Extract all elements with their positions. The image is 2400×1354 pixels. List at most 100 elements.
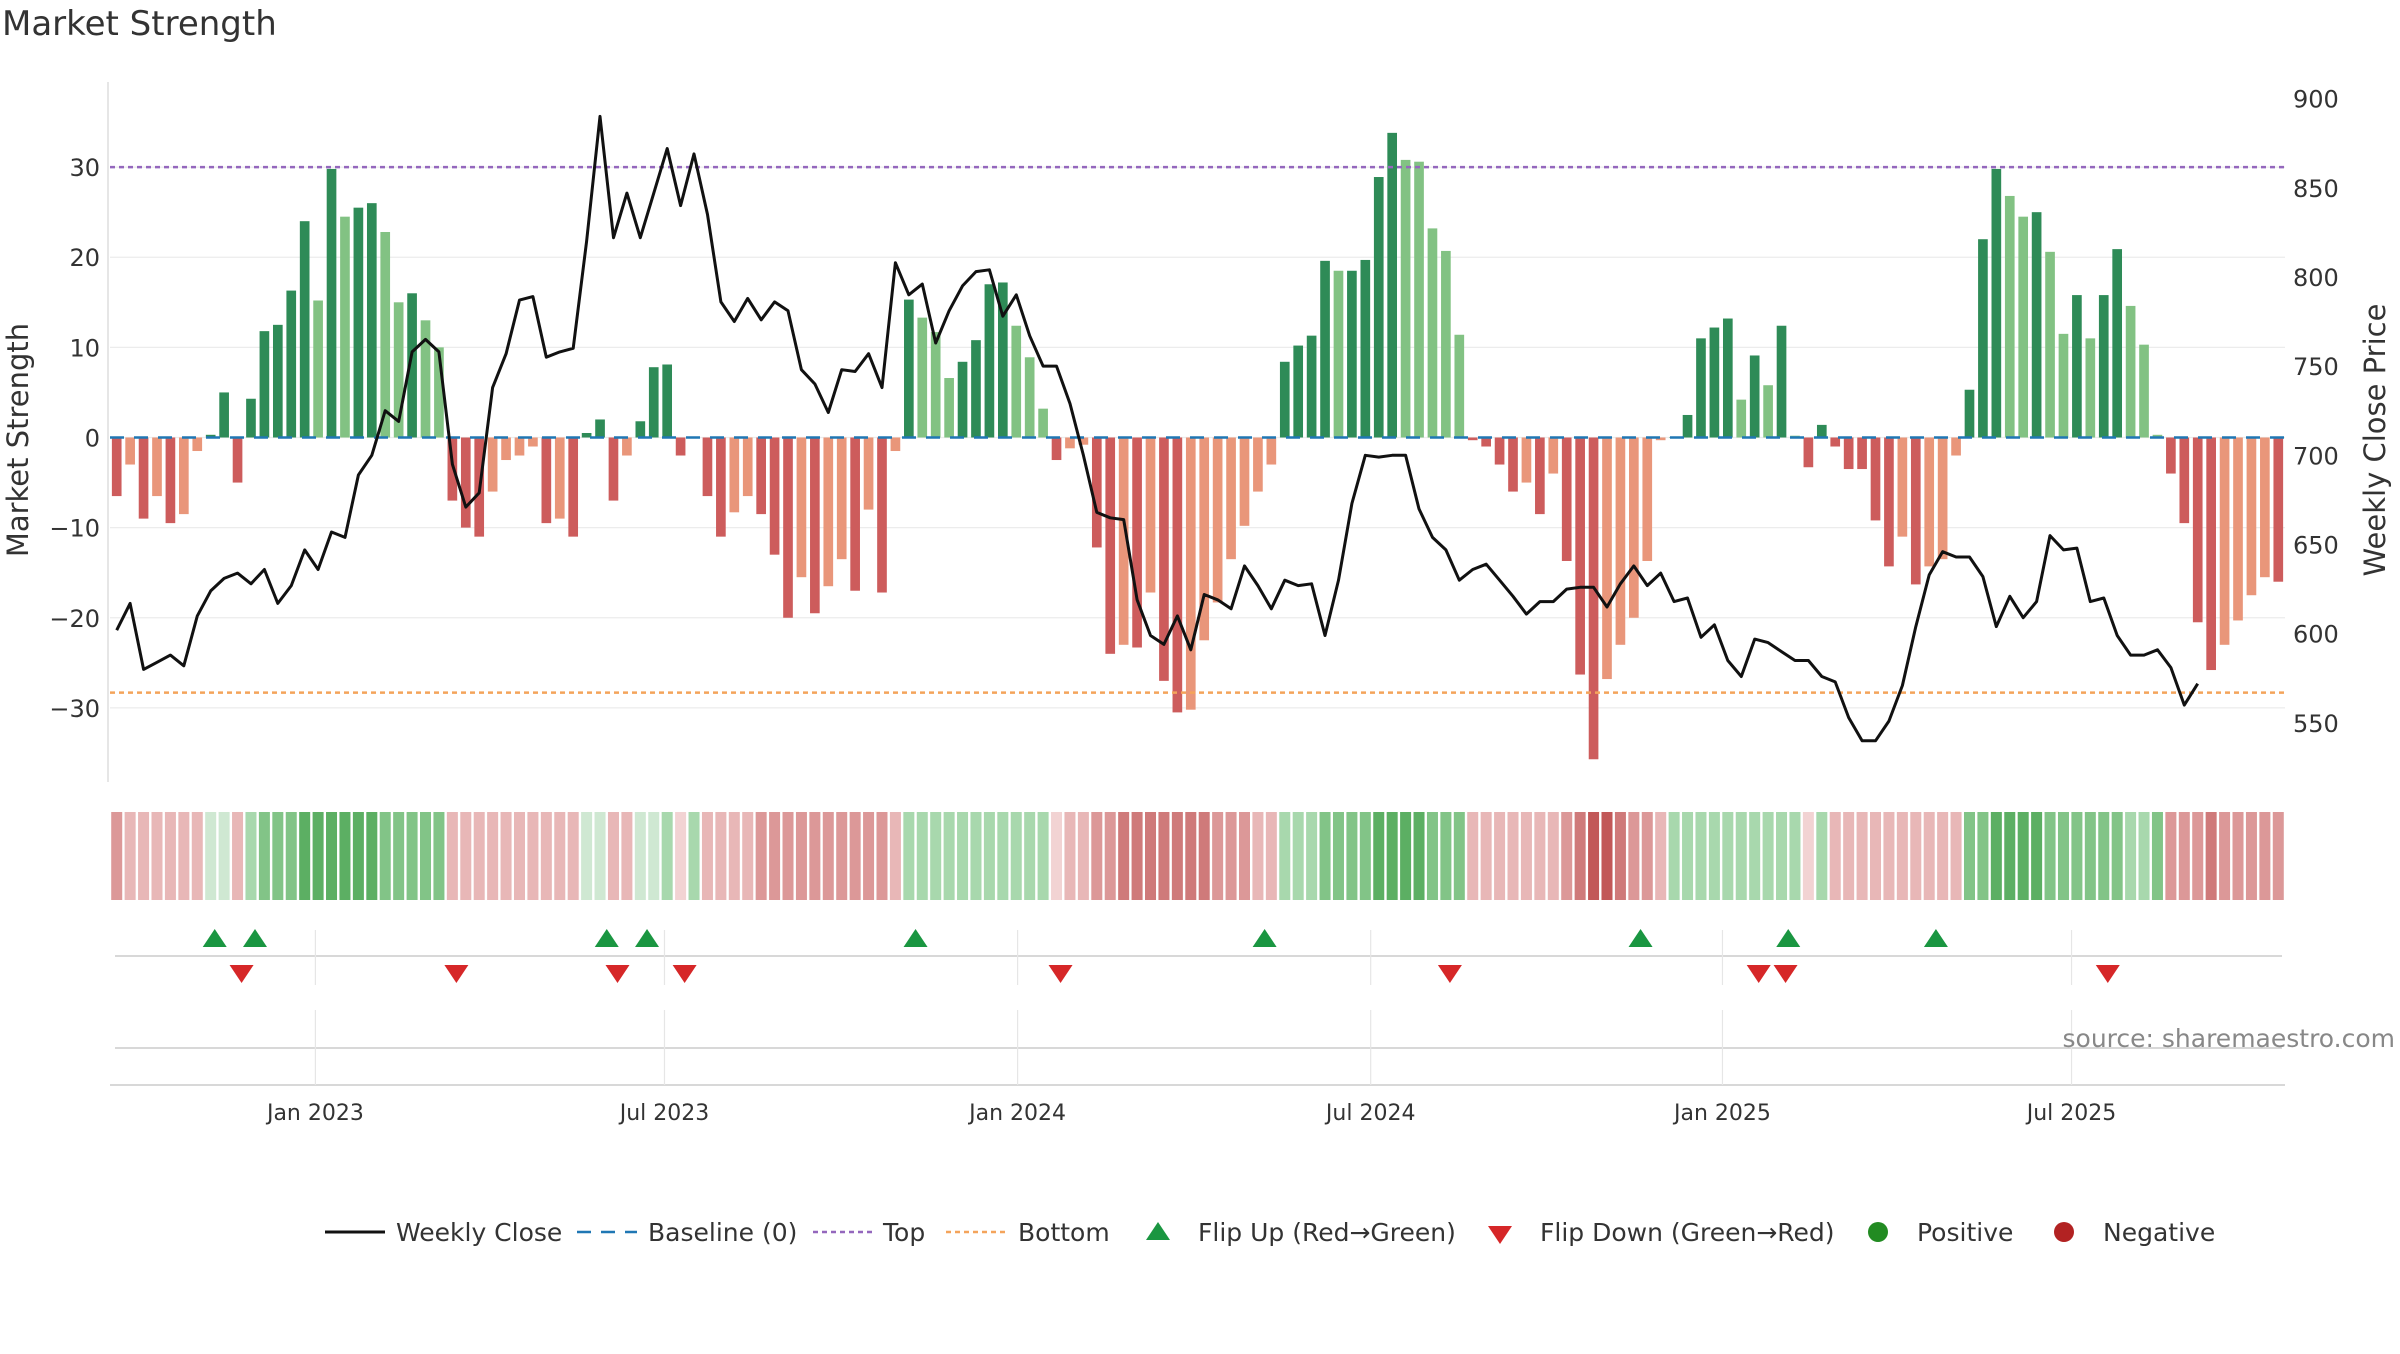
x-tick-label: Jan 2025 <box>1672 1101 1771 1126</box>
strength-bar <box>1924 437 1935 567</box>
strength-band-cell <box>1252 812 1264 900</box>
strength-bar <box>1642 437 1653 561</box>
strength-bar <box>1051 437 1062 461</box>
strength-bar <box>528 437 538 447</box>
strength-band-cell <box>540 812 552 900</box>
strength-band-cell <box>1534 812 1546 900</box>
strength-bar <box>1615 437 1626 645</box>
strength-band-cell <box>366 812 378 900</box>
y2-tick-label: 850 <box>2293 175 2339 203</box>
strength-bar <box>380 232 391 438</box>
strength-bar <box>111 437 122 497</box>
strength-band-cell <box>1762 812 1774 900</box>
flip-down-marker <box>1048 965 1073 983</box>
strength-bar <box>1172 437 1183 713</box>
strength-bar <box>2192 437 2203 623</box>
flip-down-marker <box>444 965 469 983</box>
strength-bar <box>1293 345 1304 438</box>
strength-band-cell <box>1668 812 1680 900</box>
strength-band-cell <box>1829 812 1841 900</box>
strength-bar <box>984 284 995 438</box>
strength-bar <box>1320 260 1330 438</box>
strength-band-cell <box>809 812 821 900</box>
strength-bar <box>890 437 901 452</box>
strength-band-cell <box>1212 812 1224 900</box>
strength-bar <box>1199 437 1210 641</box>
strength-band-cell <box>1843 812 1855 900</box>
strength-band-cell <box>836 812 848 900</box>
strength-band-cell <box>1789 812 1801 900</box>
strength-bar <box>205 434 216 438</box>
strength-band-cell <box>876 812 888 900</box>
strength-bar <box>1065 437 1075 449</box>
strength-bar <box>501 437 511 461</box>
strength-bar <box>863 437 874 510</box>
strength-band-cell <box>513 812 525 900</box>
strength-band-cell <box>1171 812 1183 900</box>
strength-bar <box>930 332 941 438</box>
strength-band-cell <box>607 812 619 900</box>
strength-band-cell <box>2125 812 2137 900</box>
legend-flip-down-label: Flip Down (Green→Red) <box>1540 1218 1835 1247</box>
strength-band-cell <box>930 812 942 900</box>
x-tick-label: Jul 2024 <box>1324 1101 1416 1126</box>
strength-bar <box>1830 437 1841 447</box>
strength-bar <box>259 331 270 438</box>
strength-band-cell <box>1265 812 1277 900</box>
strength-band-cell <box>1735 812 1747 900</box>
strength-bar <box>662 364 673 438</box>
strength-bar <box>1870 437 1881 521</box>
legend-baseline-label: Baseline (0) <box>648 1218 797 1247</box>
strength-bar <box>810 437 820 614</box>
strength-band-cell <box>1641 812 1653 900</box>
strength-bar <box>1736 399 1747 438</box>
strength-band-cell <box>1386 812 1398 900</box>
x-tick-label: Jul 2025 <box>2025 1101 2117 1126</box>
strength-band-cell <box>1816 812 1828 900</box>
strength-band-cell <box>2165 812 2177 900</box>
strength-bar <box>796 437 807 578</box>
strength-band-cell <box>2044 812 2056 900</box>
strength-band-cell <box>1346 812 1358 900</box>
strength-band-cell <box>393 812 405 900</box>
strength-band-cell <box>2084 812 2096 900</box>
strength-band-cell <box>2151 812 2163 900</box>
strength-bar <box>1226 437 1236 560</box>
strength-band-cell <box>2192 812 2204 900</box>
strength-bar <box>823 437 834 587</box>
strength-bar <box>1132 437 1142 648</box>
legend-positive-swatch <box>1868 1222 1888 1242</box>
strength-bar <box>2246 437 2257 596</box>
strength-band-cell <box>1051 812 1063 900</box>
strength-bar <box>434 347 444 438</box>
strength-band-cell <box>1158 812 1170 900</box>
strength-bar <box>595 419 605 438</box>
strength-band-cell <box>2205 812 2217 900</box>
y2-tick-label: 900 <box>2293 86 2339 114</box>
strength-bar <box>179 437 189 515</box>
strength-band-cell <box>943 812 955 900</box>
strength-bar <box>1454 334 1465 438</box>
strength-bar <box>608 437 619 501</box>
strength-band-cell <box>1977 812 1989 900</box>
strength-bar <box>1253 437 1263 492</box>
flip-up-marker <box>594 929 619 947</box>
strength-band-cell <box>755 812 767 900</box>
strength-band-cell <box>1024 812 1036 900</box>
y-axis-title: Market Strength <box>1 323 35 557</box>
strength-band-cell <box>1695 812 1707 900</box>
strength-bar <box>2139 344 2149 438</box>
strength-bar <box>1857 437 1867 470</box>
strength-band-cell <box>1896 812 1908 900</box>
strength-band-cell <box>138 812 150 900</box>
strength-band-cell <box>742 812 754 900</box>
strength-band-cell <box>379 812 391 900</box>
y2-tick-label: 600 <box>2293 621 2339 649</box>
strength-band-cell <box>957 812 969 900</box>
strength-bar <box>1467 437 1478 441</box>
strength-bar <box>1024 357 1035 438</box>
strength-band-cell <box>1776 812 1788 900</box>
legend-flip-up-label: Flip Up (Red→Green) <box>1198 1218 1456 1247</box>
